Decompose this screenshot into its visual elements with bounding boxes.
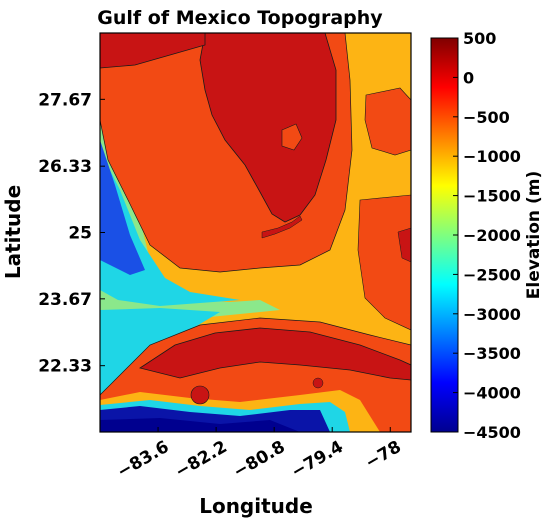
chart-title: Gulf of Mexico Topography [97, 7, 383, 29]
y-tick-label: 26.33 [38, 157, 92, 177]
plot-area [100, 33, 411, 432]
y-axis-label: Latitude [1, 185, 25, 279]
colorbar-tick-label: −500 [463, 108, 510, 127]
y-tick-label: 23.67 [38, 290, 92, 310]
colorbar-tick-label: −2000 [463, 226, 521, 245]
colorbar-ticks: 500 0 −500 −1000 −1500 −2000 −2500 −3000 −3500 −4… [453, 29, 521, 442]
florida-keys [261, 215, 303, 239]
cay-shoal [190, 385, 210, 405]
colorbar-tick-label: −4500 [463, 423, 521, 442]
colorbar-tick-label: −4000 [463, 384, 521, 403]
x-tick-label: −80.8 [230, 437, 289, 482]
x-tick-label: −79.4 [288, 437, 347, 483]
little-bahama-bank [364, 87, 411, 156]
cay-shoal-2 [312, 377, 324, 389]
colorbar-tick-label: −1000 [463, 147, 521, 166]
colorbar-tick-label: −3500 [463, 344, 521, 363]
colorbar-label: Elevation (m) [524, 171, 544, 299]
cuba-island [139, 327, 411, 381]
x-axis: −83.6 −82.2 −80.8 −79.4 −78 [114, 427, 405, 482]
y-tick-label: 25 [68, 224, 92, 244]
panhandle [100, 33, 206, 69]
colorbar-tick-label: −1500 [463, 187, 521, 206]
colorbar-tick-label: 500 [463, 29, 496, 48]
x-tick-label: −83.6 [114, 437, 173, 482]
gulf-deep-blue [100, 140, 145, 275]
colorbar-tick-label: 0 [463, 68, 474, 87]
andros-island [397, 227, 411, 263]
x-tick-label: −78 [362, 437, 405, 473]
great-bahama-bank [357, 194, 411, 331]
x-tick-label: −82.2 [172, 437, 231, 482]
y-tick-label: 22.33 [38, 357, 92, 377]
y-axis: 27.67 26.33 25 23.67 22.33 [38, 90, 105, 377]
colorbar-tick-label: −2500 [463, 265, 521, 284]
lake-okeechobee [281, 123, 303, 151]
y-tick-label: 27.67 [38, 90, 92, 110]
colorbar-tick-label: −3000 [463, 305, 521, 324]
caribbean-deep-2 [100, 418, 300, 432]
florida-peninsula [199, 33, 337, 223]
x-axis-label: Longitude [199, 494, 313, 518]
